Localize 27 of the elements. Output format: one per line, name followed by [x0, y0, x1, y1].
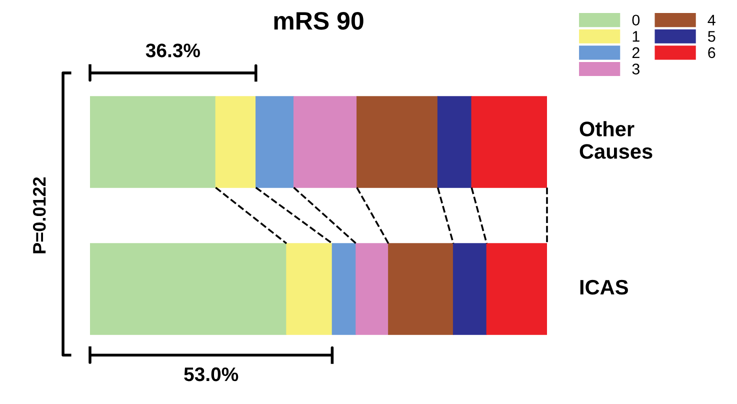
- bar: [356, 243, 389, 335]
- bar: [388, 243, 454, 335]
- bar: [332, 243, 356, 335]
- bar: [486, 243, 547, 335]
- text: P=0.0122: [32, 177, 46, 254]
- bar: [293, 96, 358, 188]
- bar: [256, 96, 294, 188]
- bar: [90, 243, 287, 335]
- bar: [215, 96, 256, 188]
- bar: [286, 243, 333, 335]
- legend-label: 4: [708, 14, 716, 26]
- y-tick-label: Other Causes: [580, 121, 652, 159]
- y-tick-label: ICAS: [580, 280, 628, 295]
- bar: [452, 243, 488, 335]
- chart-title: mRS 90: [274, 12, 364, 30]
- legend-label: 0: [632, 14, 640, 26]
- legend-label: 6: [708, 47, 716, 58]
- annotation: 53.0%: [184, 367, 238, 382]
- bar: [90, 96, 216, 188]
- legend-label: 2: [632, 47, 640, 58]
- bar: [356, 96, 438, 188]
- legend-label: 3: [632, 64, 640, 74]
- bar: [471, 96, 547, 188]
- bar: [437, 96, 472, 188]
- text: 36.3%: [146, 44, 200, 58]
- legend-label: 1: [632, 31, 640, 42]
- legend-label: 5: [708, 31, 716, 42]
